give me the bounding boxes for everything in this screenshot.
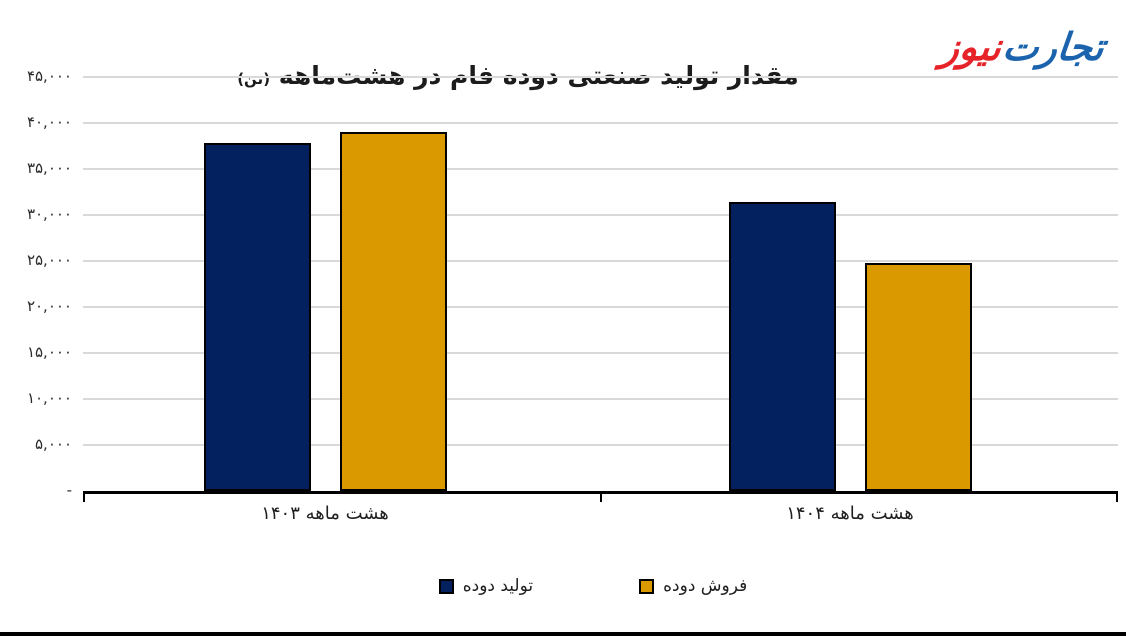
y-axis-tick-label: ۳۵,۰۰۰ [26, 159, 72, 177]
y-axis-tick-label: ۴۰,۰۰۰ [26, 113, 72, 131]
gridline [83, 306, 1118, 308]
y-axis-tick-label: ۵,۰۰۰ [35, 435, 72, 453]
x-axis-tick [600, 494, 602, 502]
gridline [83, 76, 1118, 78]
gridline [83, 168, 1118, 170]
bar-sales-cat1 [339, 132, 447, 491]
x-axis-category-label: هشت ماهه ۱۴۰۳ [261, 503, 389, 524]
gridline [83, 214, 1118, 216]
legend-swatch-sales [639, 578, 655, 594]
y-axis-tick-label: ۳۰,۰۰۰ [26, 205, 72, 223]
bar-sales-cat2 [864, 262, 972, 491]
gridline [83, 122, 1118, 124]
y-axis-tick-label: - [66, 481, 72, 499]
gridline [83, 260, 1118, 262]
legend-item-sales: فروش دوده [639, 576, 747, 596]
y-axis-tick-label: ۱۰,۰۰۰ [26, 389, 72, 407]
legend-label: تولید دوده [462, 576, 534, 596]
bar-production-cat2 [728, 202, 836, 491]
gridline [83, 352, 1118, 354]
y-axis-tick-label: ۲۵,۰۰۰ [26, 251, 72, 269]
x-axis-line [83, 491, 1118, 494]
y-axis-tick-label: ۴۵,۰۰۰ [26, 67, 72, 85]
x-axis-tick [1116, 494, 1118, 502]
chart-title-unit: (تن) [237, 69, 271, 88]
legend-swatch-production [438, 578, 454, 594]
logo-word-tejarat: تجارت [1000, 25, 1107, 69]
tejarat-news-logo: تجارت نیوز [932, 20, 1113, 74]
legend-item-production: تولید دوده [438, 576, 534, 596]
chart-legend: تولید دوده فروش دوده [30, 571, 1126, 601]
x-axis-category-label: هشت ماهه ۱۴۰۴ [786, 503, 914, 524]
bottom-border-strip [0, 632, 1126, 636]
logo-word-news: نیوز [938, 25, 1004, 69]
y-axis-tick-label: ۲۰,۰۰۰ [26, 297, 72, 315]
y-axis-tick-label: ۱۵,۰۰۰ [26, 343, 72, 361]
chart-title: مقدار تولید صنعتی دوده فام در هشت‌ماهه (… [83, 53, 953, 99]
chart-title-text: مقدار تولید صنعتی دوده فام در هشت‌ماهه [278, 60, 799, 90]
x-axis-tick [83, 494, 85, 502]
legend-label: فروش دوده [663, 576, 748, 596]
gridline [83, 444, 1118, 446]
gridline [83, 398, 1118, 400]
bar-production-cat1 [203, 143, 311, 491]
